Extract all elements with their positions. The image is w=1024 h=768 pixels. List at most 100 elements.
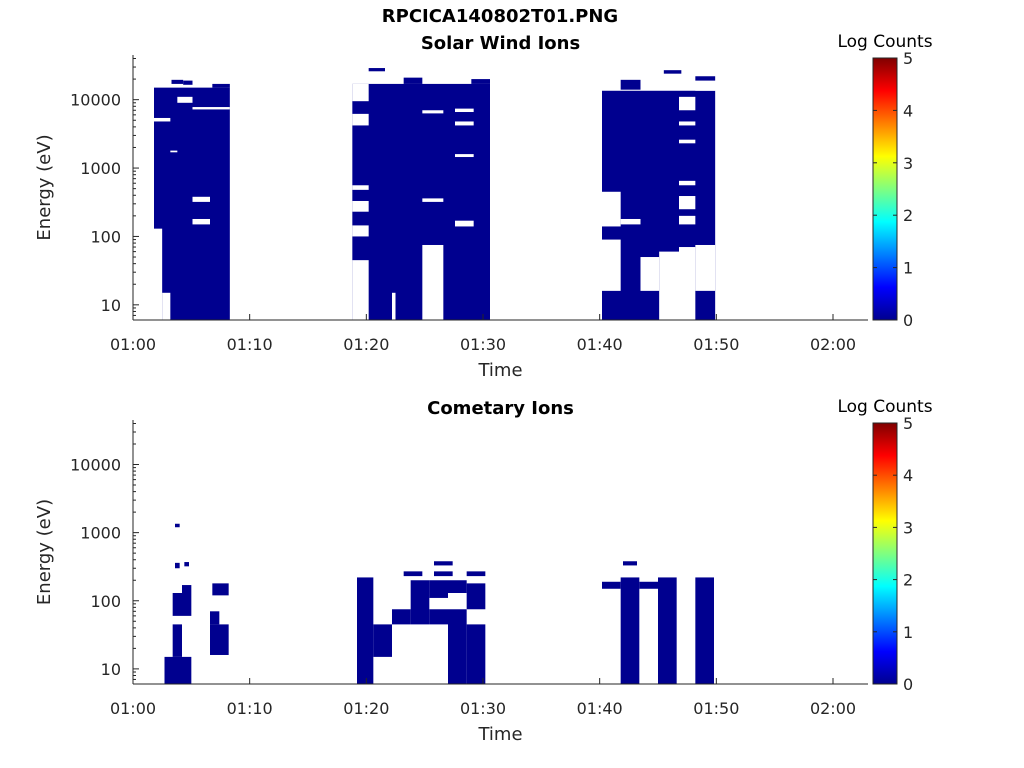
data-gap [679, 121, 696, 126]
colorbar-tick-label: 3 [903, 154, 913, 173]
data-cell [392, 609, 411, 625]
data-gap [192, 107, 230, 110]
data-gap [192, 218, 210, 225]
data-cell [448, 609, 467, 684]
x-tick-label: 02:00 [810, 699, 856, 718]
x-tick-label: 01:00 [110, 699, 156, 718]
data-gap [659, 251, 679, 320]
data-cell [466, 571, 486, 577]
data-gap [455, 121, 474, 126]
x-tick-label: 01:50 [693, 699, 739, 718]
data-gap [679, 215, 696, 225]
colorbar-tick-label: 2 [903, 571, 913, 590]
panel-title: Cometary Ions [427, 398, 574, 419]
data-cell [434, 561, 453, 566]
data-cell [164, 656, 192, 684]
data-gap [679, 96, 696, 111]
y-tick-label: 100 [90, 592, 121, 611]
data-gap [455, 220, 474, 227]
data-cell [410, 580, 430, 625]
data-cell [471, 79, 490, 84]
colorbar-tick-label: 2 [903, 206, 913, 225]
data-cell [175, 562, 180, 569]
data-cell [695, 577, 714, 684]
data-gap [162, 292, 171, 320]
y-axis-label: Energy (eV) [34, 499, 55, 605]
colorbar-tick-label: 1 [903, 259, 913, 278]
data-gap [192, 196, 210, 202]
data-gap [695, 82, 716, 91]
colorbar-tick-label: 5 [903, 414, 913, 433]
data-cell [210, 624, 229, 655]
data-gap [602, 239, 621, 291]
x-tick-label: 01:00 [110, 335, 156, 354]
data-gap [679, 180, 696, 186]
y-tick-label: 100 [90, 227, 121, 246]
colorbar-label: Log Counts [837, 32, 932, 52]
data-cell [403, 77, 423, 84]
x-tick-label: 01:50 [693, 335, 739, 354]
data-cell [466, 624, 486, 684]
data-cell [172, 624, 182, 657]
y-tick-label: 1000 [80, 159, 121, 178]
x-tick-label: 02:00 [810, 335, 856, 354]
data-gap [154, 228, 163, 320]
data-gap [455, 108, 474, 113]
data-gap [679, 139, 696, 144]
data-gap [422, 110, 444, 114]
data-cell [658, 577, 677, 684]
data-cell [357, 577, 374, 684]
colorbar-tick-label: 5 [903, 49, 913, 68]
data-gap [422, 198, 444, 202]
data-cell [184, 562, 189, 567]
y-tick-label: 10000 [70, 91, 121, 110]
data-gap [352, 83, 369, 102]
data-gap [679, 196, 696, 210]
x-tick-label: 01:10 [227, 699, 273, 718]
data-cell [695, 76, 716, 81]
y-tick-label: 10000 [70, 456, 121, 475]
panel-title: Solar Wind Ions [421, 33, 580, 54]
data-gap [352, 185, 369, 190]
data-cell [403, 571, 423, 577]
y-tick-label: 10 [101, 296, 121, 315]
data-gap [154, 117, 171, 122]
colorbar-scale [872, 422, 898, 685]
data-gap [352, 113, 369, 126]
data-cell [602, 581, 621, 589]
data-cell [183, 80, 193, 85]
colorbar-tick-label: 0 [903, 675, 913, 694]
plot-area [133, 420, 868, 684]
colorbar-tick-label: 3 [903, 518, 913, 537]
data-gap [177, 96, 193, 103]
data-cell [373, 624, 392, 657]
x-axis-label: Time [477, 360, 522, 381]
data-gap [352, 200, 369, 212]
y-tick-label: 10 [101, 660, 121, 679]
data-gap [602, 191, 621, 227]
data-cell [429, 580, 448, 598]
data-cell [639, 581, 658, 589]
colorbar-tick-label: 4 [903, 466, 913, 485]
x-axis-label: Time [477, 724, 522, 745]
data-gap [620, 218, 641, 225]
data-cell [620, 577, 640, 684]
data-cell [182, 585, 192, 593]
colorbar-tick-label: 4 [903, 101, 913, 120]
colorbar-scale [872, 57, 898, 321]
data-cell [663, 70, 682, 74]
x-tick-label: 01:20 [343, 699, 389, 718]
data-cell [172, 592, 192, 616]
data-cell [466, 583, 486, 610]
data-gap [392, 292, 396, 320]
data-gap [679, 247, 696, 320]
data-gap [352, 260, 369, 320]
x-tick-label: 01:40 [577, 699, 623, 718]
figure-title: RPCICA140802T01.PNG [381, 6, 619, 27]
data-gap [170, 150, 178, 153]
data-gap [352, 225, 369, 237]
x-tick-label: 01:30 [460, 699, 506, 718]
